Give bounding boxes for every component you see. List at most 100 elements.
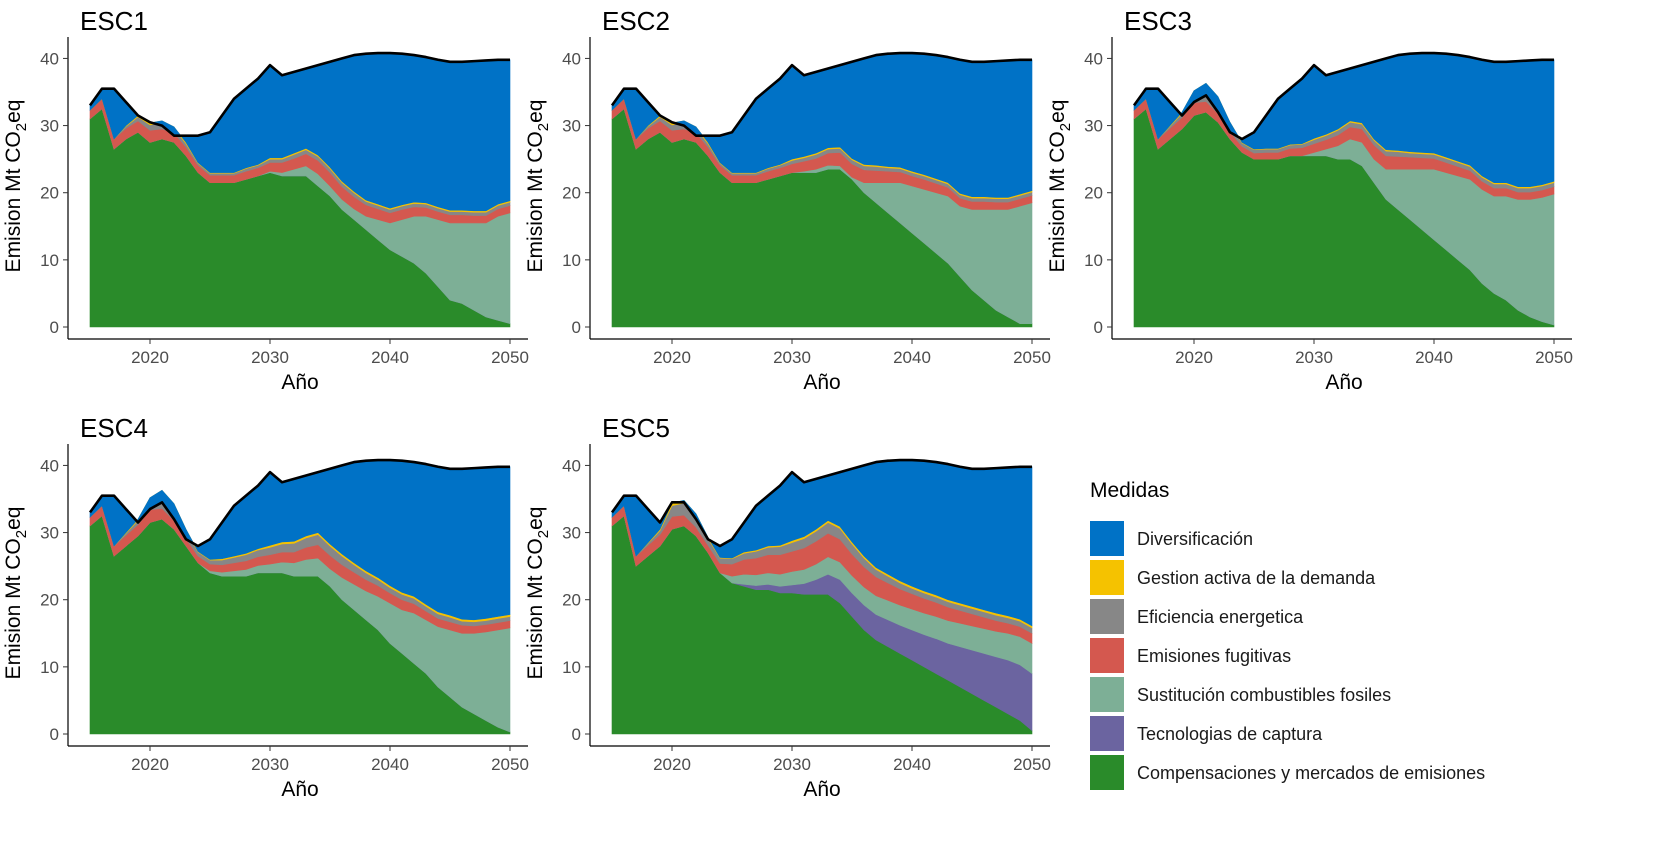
y-tick-label: 40 [562,49,581,68]
legend-label: Diversificación [1137,529,1253,549]
x-tick-label: 2050 [1013,348,1051,367]
legend-item-eficiencia-energetica: Eficiencia energetica [1090,599,1304,634]
legend-label: Emisiones fugitivas [1137,646,1291,666]
x-axis-title: Año [803,371,840,394]
x-tick-label: 2020 [131,348,169,367]
x-tick-label: 2040 [371,348,409,367]
panel-title: ESC2 [602,6,670,36]
x-tick-label: 2040 [1415,348,1453,367]
legend-label: Eficiencia energetica [1137,607,1304,627]
area-layers [611,52,1033,328]
y-tick-label: 10 [562,658,581,677]
panel-title: ESC4 [80,413,148,443]
x-tick-label: 2030 [251,755,289,774]
legend-item-diversificacion: Diversificación [1090,521,1253,556]
legend-label: Gestion activa de la demanda [1137,568,1376,588]
x-tick-label: 2050 [1013,755,1051,774]
x-axis-title: Año [281,371,318,394]
panel-title: ESC3 [1124,6,1192,36]
x-tick-label: 2020 [653,348,691,367]
area-layers [89,459,511,735]
y-tick-label: 10 [40,251,59,270]
legend-label: Sustitución combustibles fosiles [1137,685,1391,705]
total-line [610,51,1032,137]
x-tick-label: 2030 [773,755,811,774]
legend-label: Compensaciones y mercados de emisiones [1137,763,1485,783]
total-line [610,458,1032,548]
y-tick-label: 30 [562,524,581,543]
panel-title: ESC1 [80,6,148,36]
legend-swatch [1090,677,1124,712]
y-tick-label: 0 [50,318,59,337]
legend-item-gestion-activa-de-la-demanda: Gestion activa de la demanda [1090,560,1376,595]
y-tick-label: 30 [562,117,581,136]
y-tick-label: 0 [572,725,581,744]
y-tick-label: 20 [40,591,59,610]
x-tick-label: 2040 [893,755,931,774]
total-line [1132,51,1554,141]
y-axis-title: Emision Mt CO2eq [1046,100,1074,273]
legend-swatch [1090,599,1124,634]
x-tick-label: 2030 [251,348,289,367]
legend-item-emisiones-fugitivas: Emisiones fugitivas [1090,638,1291,673]
y-tick-label: 0 [1094,318,1103,337]
area-layers [89,52,511,328]
legend-swatch [1090,716,1124,751]
y-tick-label: 10 [1084,251,1103,270]
x-tick-label: 2030 [1295,348,1333,367]
y-axis-title: Emision Mt CO2eq [2,100,30,273]
legend-item-compensaciones-y-mercados-de-emisiones: Compensaciones y mercados de emisiones [1090,755,1485,790]
y-tick-label: 40 [40,49,59,68]
x-tick-label: 2020 [653,755,691,774]
legend-swatch [1090,521,1124,556]
x-tick-label: 2020 [1175,348,1213,367]
x-tick-label: 2050 [491,755,529,774]
x-tick-label: 2040 [893,348,931,367]
x-axis-title: Año [281,778,318,801]
area-layers [611,459,1033,735]
x-tick-label: 2030 [773,348,811,367]
x-tick-label: 2040 [371,755,409,774]
y-tick-label: 30 [40,524,59,543]
y-tick-label: 30 [1084,117,1103,136]
y-tick-label: 30 [40,117,59,136]
y-tick-label: 40 [1084,49,1103,68]
legend: Medidas Diversificación Gestion activa de… [1090,479,1485,790]
x-axis-title: Año [1325,371,1362,394]
legend-swatch [1090,638,1124,673]
legend-label: Tecnologias de captura [1137,724,1323,744]
y-tick-label: 10 [562,251,581,270]
legend-item-tecnologias-de-captura: Tecnologias de captura [1090,716,1323,751]
area-layers [1133,52,1555,328]
y-tick-label: 20 [1084,184,1103,203]
y-axis-title: Emision Mt CO2eq [524,507,552,680]
y-tick-label: 20 [40,184,59,203]
y-tick-label: 0 [50,725,59,744]
legend-items: Diversificación Gestion activa de la dema… [1090,521,1485,790]
legend-swatch [1090,755,1124,790]
x-tick-label: 2050 [491,348,529,367]
legend-item-sustitucion-combustibles-fosiles: Sustitución combustibles fosiles [1090,677,1391,712]
total-line [88,51,510,137]
y-tick-label: 10 [40,658,59,677]
legend-title: Medidas [1090,479,1169,502]
total-line [88,458,510,548]
x-tick-label: 2020 [131,755,169,774]
x-tick-label: 2050 [1535,348,1573,367]
x-axis-title: Año [803,778,840,801]
y-tick-label: 0 [572,318,581,337]
y-tick-label: 20 [562,184,581,203]
y-tick-label: 40 [40,456,59,475]
y-axis-title: Emision Mt CO2eq [524,100,552,273]
y-axis-title: Emision Mt CO2eq [2,507,30,680]
y-tick-label: 40 [562,456,581,475]
y-tick-label: 20 [562,591,581,610]
panel-title: ESC5 [602,413,670,443]
